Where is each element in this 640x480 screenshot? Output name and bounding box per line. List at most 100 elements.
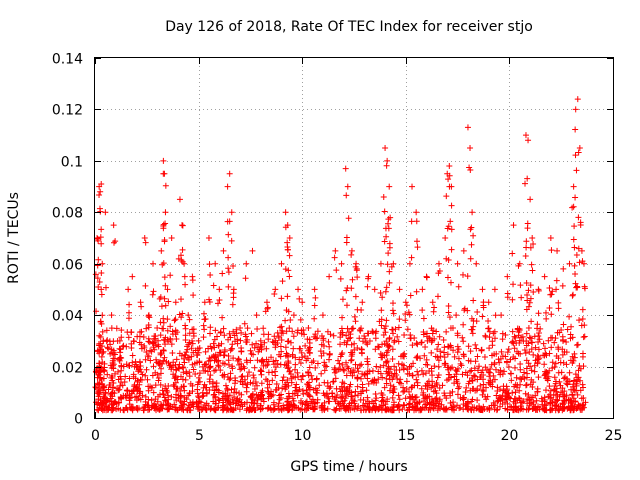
- roti-point: [218, 340, 225, 347]
- roti-point: [137, 396, 144, 403]
- roti-point: [227, 347, 234, 354]
- roti-point: [515, 262, 522, 269]
- roti-point: [246, 369, 253, 376]
- roti-point: [396, 379, 403, 386]
- roti-point: [282, 317, 289, 324]
- roti-point: [537, 325, 544, 332]
- roti-point: [469, 396, 476, 403]
- roti-point: [230, 406, 237, 413]
- roti-point: [474, 397, 481, 404]
- roti-point: [558, 327, 565, 334]
- roti-point: [149, 372, 156, 379]
- roti-point: [258, 380, 265, 387]
- roti-point: [232, 400, 239, 407]
- roti-point: [380, 332, 387, 339]
- roti-point: [109, 357, 116, 364]
- roti-point: [379, 294, 386, 301]
- roti-point: [126, 301, 133, 308]
- roti-point: [244, 381, 251, 388]
- roti-point: [446, 314, 453, 321]
- roti-point: [338, 260, 345, 267]
- roti-point: [252, 378, 259, 385]
- roti-point: [460, 406, 467, 413]
- roti-point: [230, 262, 237, 269]
- roti-point: [198, 406, 205, 413]
- roti-point: [569, 392, 576, 399]
- roti-point: [580, 384, 587, 391]
- roti-point: [566, 260, 573, 267]
- roti-point: [344, 363, 351, 370]
- roti-point: [164, 336, 171, 343]
- roti-point: [292, 354, 299, 361]
- roti-point: [413, 209, 420, 216]
- roti-point: [460, 351, 467, 358]
- roti-point: [470, 372, 477, 379]
- roti-point: [162, 209, 169, 216]
- roti-point: [179, 363, 186, 370]
- roti-point: [564, 326, 571, 333]
- roti-point: [125, 362, 132, 369]
- roti-point: [365, 275, 372, 282]
- roti-point: [299, 299, 306, 306]
- roti-point: [422, 370, 429, 377]
- roti-point: [454, 402, 461, 409]
- roti-point: [225, 269, 232, 276]
- roti-point: [546, 383, 553, 390]
- roti-point: [155, 343, 162, 350]
- roti-point: [404, 366, 411, 373]
- roti-point: [343, 372, 350, 379]
- roti-point: [113, 325, 120, 332]
- roti-point: [442, 360, 449, 367]
- roti-point: [349, 372, 356, 379]
- roti-point: [312, 335, 319, 342]
- roti-point: [100, 393, 107, 400]
- roti-point: [337, 366, 344, 373]
- roti-point: [354, 392, 361, 399]
- roti-point: [341, 380, 348, 387]
- roti-point: [98, 291, 105, 298]
- roti-point: [286, 368, 293, 375]
- roti-point: [359, 381, 366, 388]
- roti-point: [572, 194, 579, 201]
- roti-point: [439, 382, 446, 389]
- roti-point: [528, 394, 535, 401]
- roti-point: [384, 157, 391, 164]
- roti-point: [445, 302, 452, 309]
- roti-point: [549, 288, 556, 295]
- roti-point: [473, 260, 480, 267]
- roti-point: [381, 238, 388, 245]
- roti-point: [104, 371, 111, 378]
- roti-point: [532, 392, 539, 399]
- roti-point: [213, 380, 220, 387]
- roti-point: [189, 382, 196, 389]
- roti-point: [215, 389, 222, 396]
- roti-point: [149, 339, 156, 346]
- roti-point: [420, 315, 427, 322]
- roti-point: [433, 390, 440, 397]
- roti-point: [250, 374, 257, 381]
- roti-point: [336, 360, 343, 367]
- roti-point: [567, 357, 574, 364]
- roti-point: [271, 405, 278, 412]
- roti-point: [284, 338, 291, 345]
- roti-point: [473, 318, 480, 325]
- roti-point: [306, 364, 313, 371]
- roti-point: [164, 406, 171, 413]
- roti-point: [156, 406, 163, 413]
- roti-point: [259, 405, 266, 412]
- roti-point: [193, 352, 200, 359]
- roti-point: [254, 382, 261, 389]
- y-tick-label: 0.14: [52, 52, 83, 68]
- roti-point: [226, 392, 233, 399]
- roti-point: [425, 378, 432, 385]
- roti-point: [476, 363, 483, 370]
- roti-point: [163, 358, 170, 365]
- roti-point: [527, 335, 534, 342]
- roti-point: [520, 398, 527, 405]
- roti-point: [318, 402, 325, 409]
- roti-point: [308, 398, 315, 405]
- x-tick-label: 25: [605, 428, 623, 444]
- roti-point: [340, 366, 347, 373]
- roti-point: [337, 329, 344, 336]
- roti-point: [179, 376, 186, 383]
